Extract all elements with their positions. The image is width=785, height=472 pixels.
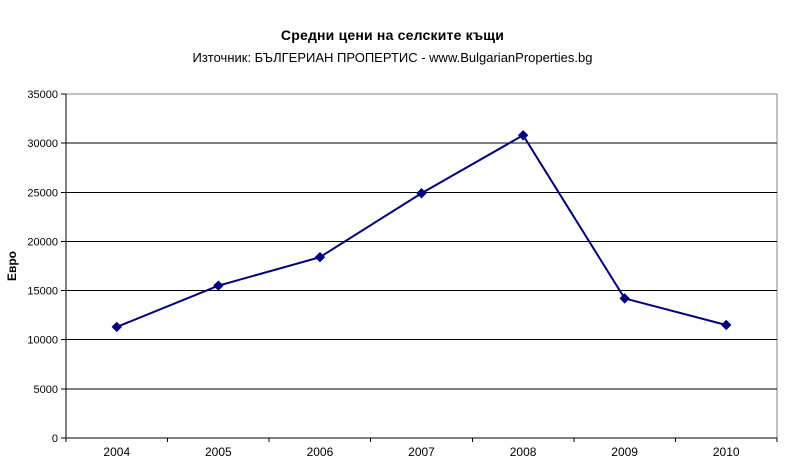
y-tick-label: 15000 [27,286,58,298]
y-tick-label: 10000 [27,335,58,347]
plot-area-border [65,93,778,439]
x-tick-label: 2004 [103,445,130,459]
data-point-marker-2007 [416,188,427,199]
y-tick-label: 30000 [27,138,58,150]
x-tick-label: 2007 [408,445,435,459]
data-point-marker-2005 [213,280,224,291]
chart-title: Средни цени на селските къщи [280,27,505,43]
x-tick-label: 2009 [611,445,638,459]
data-point-marker-2004 [111,321,122,333]
x-tick-label: 2005 [205,445,232,459]
y-tick-label: 35000 [27,89,58,101]
y-tick-label: 0 [52,433,58,445]
data-point-marker-2009 [619,293,630,304]
data-point-marker-2010 [721,319,732,331]
x-tick-label: 2010 [713,445,740,459]
x-tick-label: 2008 [510,445,537,459]
y-axis-title: Евро [5,251,19,281]
data-point-marker-2008 [517,130,529,141]
y-tick-label: 25000 [27,187,58,199]
x-tick-label: 2006 [307,445,334,459]
data-point-marker-2006 [314,251,326,263]
y-tick-label: 20000 [27,236,58,248]
y-tick-label: 5000 [34,384,58,396]
chart-subtitle: Източник: БЪЛГЕРИАН ПРОПЕРТИС - www.Bulg… [192,50,593,65]
